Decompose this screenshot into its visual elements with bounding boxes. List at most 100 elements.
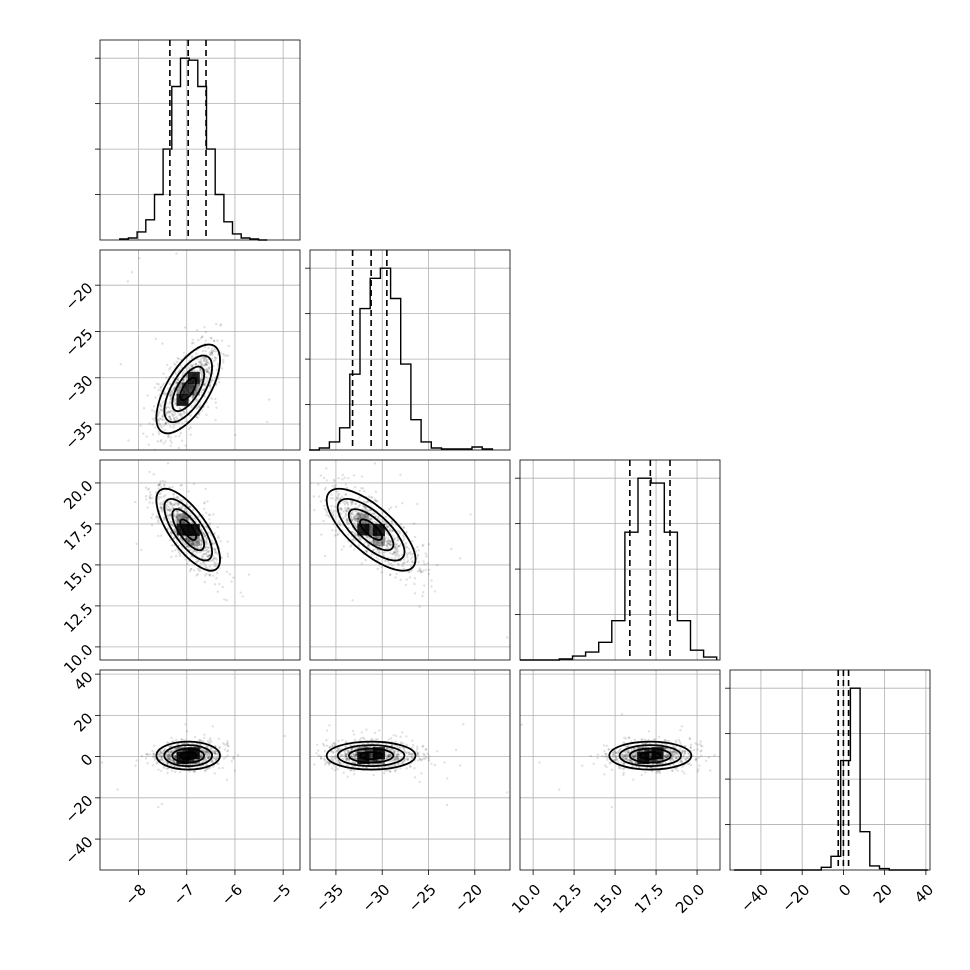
sample-point: [405, 542, 408, 545]
sample-point: [433, 763, 437, 767]
sample-point: [204, 758, 207, 762]
sample-point: [204, 563, 207, 567]
sample-point: [407, 751, 410, 755]
sample-point: [669, 759, 673, 763]
sample-point: [382, 541, 385, 544]
sample-point: [386, 525, 389, 528]
sample-point: [217, 762, 220, 766]
sample-point: [190, 354, 194, 358]
sample-point: [157, 483, 161, 486]
sample-point: [201, 335, 204, 338]
sample-point: [162, 495, 166, 498]
sample-point: [153, 744, 156, 747]
sample-point: [347, 758, 350, 762]
sample-point: [169, 501, 172, 504]
sample-point: [181, 439, 184, 442]
sample-point: [205, 368, 208, 372]
sample-point: [357, 512, 360, 515]
sample-point: [335, 749, 339, 753]
sample-point: [325, 509, 328, 512]
sample-point: [183, 411, 186, 414]
sample-point: [223, 743, 226, 746]
sample-point: [172, 377, 175, 380]
sample-point: [209, 737, 212, 740]
sample-point: [174, 364, 177, 367]
sample-point: [433, 590, 437, 593]
sample-point: [388, 753, 391, 757]
sample-point: [331, 751, 335, 754]
sample-point: [393, 744, 397, 748]
sample-point: [367, 544, 370, 547]
sample-point: [352, 517, 356, 520]
panel-content: [310, 723, 509, 807]
sample-point: [189, 414, 192, 417]
sample-point: [614, 755, 617, 758]
sample-point: [176, 510, 179, 513]
sample-point: [396, 752, 399, 756]
sample-point: [342, 501, 346, 504]
sample-point: [204, 525, 207, 528]
sample-point: [375, 541, 378, 544]
sample-point: [393, 551, 396, 554]
sample-point: [181, 539, 184, 543]
sample-point: [160, 751, 163, 755]
sample-point: [374, 499, 377, 502]
sample-point: [403, 558, 406, 561]
sample-point: [160, 503, 163, 507]
sample-point: [198, 539, 201, 542]
sample-point: [355, 502, 358, 505]
sample-point: [416, 502, 419, 506]
sample-point: [414, 550, 418, 553]
sample-point: [673, 751, 676, 754]
sample-point: [204, 769, 207, 772]
sample-point: [302, 479, 304, 481]
sample-point: [163, 748, 166, 752]
sample-point: [347, 519, 350, 523]
sample-point: [167, 756, 170, 759]
sample-point: [167, 753, 170, 756]
sample-point: [366, 535, 369, 538]
sample-point: [395, 757, 398, 760]
sample-point: [336, 490, 339, 493]
sample-point: [328, 724, 331, 727]
sample-point: [664, 755, 668, 758]
sample-point: [694, 758, 697, 761]
sample-point: [363, 541, 366, 544]
sample-point: [163, 483, 166, 486]
sample-point: [210, 351, 214, 354]
sample-point: [205, 540, 208, 543]
sample-point: [214, 357, 217, 360]
sample-point: [230, 580, 233, 583]
sample-point: [418, 780, 421, 784]
sample-point: [679, 742, 682, 745]
sample-point: [170, 749, 173, 752]
sample-point: [210, 397, 213, 400]
sample-point: [170, 388, 173, 392]
sample-point: [354, 753, 357, 756]
sample-point: [607, 748, 610, 751]
sample-point: [700, 749, 703, 752]
sample-point: [146, 394, 149, 397]
sample-point: [395, 744, 399, 748]
sample-point: [412, 522, 416, 525]
sample-point: [200, 372, 204, 376]
sample-point: [163, 393, 167, 396]
panel-frame: [309, 459, 511, 661]
sample-point: [213, 750, 216, 753]
sample-point: [399, 735, 402, 738]
sample-point: [421, 570, 424, 573]
sample-point: [325, 479, 328, 482]
sample-point: [349, 743, 352, 747]
sample-point: [210, 379, 213, 382]
sample-point: [389, 753, 392, 757]
sample-point: [169, 513, 172, 516]
sample-point: [353, 486, 357, 489]
sample-point: [199, 755, 202, 759]
sample-point: [345, 517, 348, 521]
sample-point: [176, 379, 179, 382]
sample-point: [430, 762, 433, 765]
sample-point: [411, 739, 414, 742]
sample-point: [294, 503, 296, 505]
sample-point: [352, 515, 356, 519]
